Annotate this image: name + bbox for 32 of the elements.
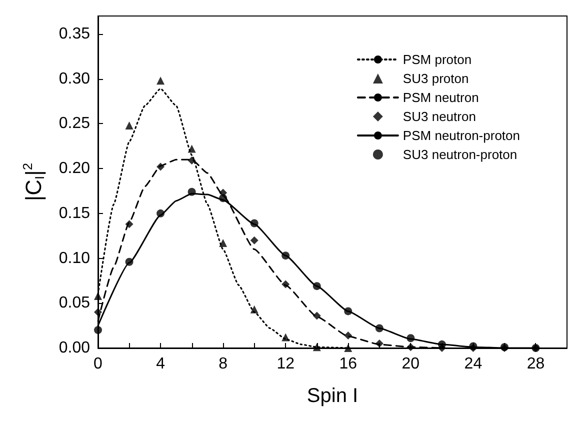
y-tick-label: 0.30 <box>58 70 90 88</box>
y-tick-label: 0.15 <box>58 204 90 222</box>
x-tick-label: 24 <box>464 356 482 372</box>
x-tick-label: 12 <box>276 356 295 372</box>
x-axis-title: Spin I <box>306 385 358 407</box>
legend-label: SU3 proton <box>402 71 469 86</box>
y-tick-label: 0.10 <box>58 250 90 267</box>
x-tick-label: 16 <box>339 356 358 372</box>
point <box>219 239 228 248</box>
y-tick-label: 0.05 <box>58 294 90 312</box>
point <box>344 344 352 352</box>
legend-label: SU3 neutron-proton <box>402 147 518 162</box>
point <box>125 121 134 130</box>
x-tick-label: 28 <box>526 356 545 372</box>
x-tick-label: 8 <box>218 356 228 372</box>
legend-label: SU3 neutron <box>402 109 476 124</box>
legend-label: PSM proton <box>402 52 472 67</box>
y-tick-label: 0.20 <box>58 160 90 178</box>
legend-label: PSM neutron <box>402 90 479 105</box>
y-axis-title: |CI|2 <box>20 162 47 202</box>
legend-label: PSM neutron-proton <box>402 128 520 143</box>
x-tick-label: 0 <box>94 356 103 372</box>
point <box>94 326 102 334</box>
x-tick-label: 4 <box>156 356 166 372</box>
y-tick-label: 0.25 <box>58 115 90 132</box>
point <box>94 308 102 316</box>
x-tick-label: 20 <box>402 356 420 372</box>
y-tick-label: 0.35 <box>58 25 90 42</box>
point <box>250 236 258 244</box>
point <box>188 144 196 153</box>
y-tick-label: 0.00 <box>58 340 90 356</box>
point <box>156 76 165 85</box>
